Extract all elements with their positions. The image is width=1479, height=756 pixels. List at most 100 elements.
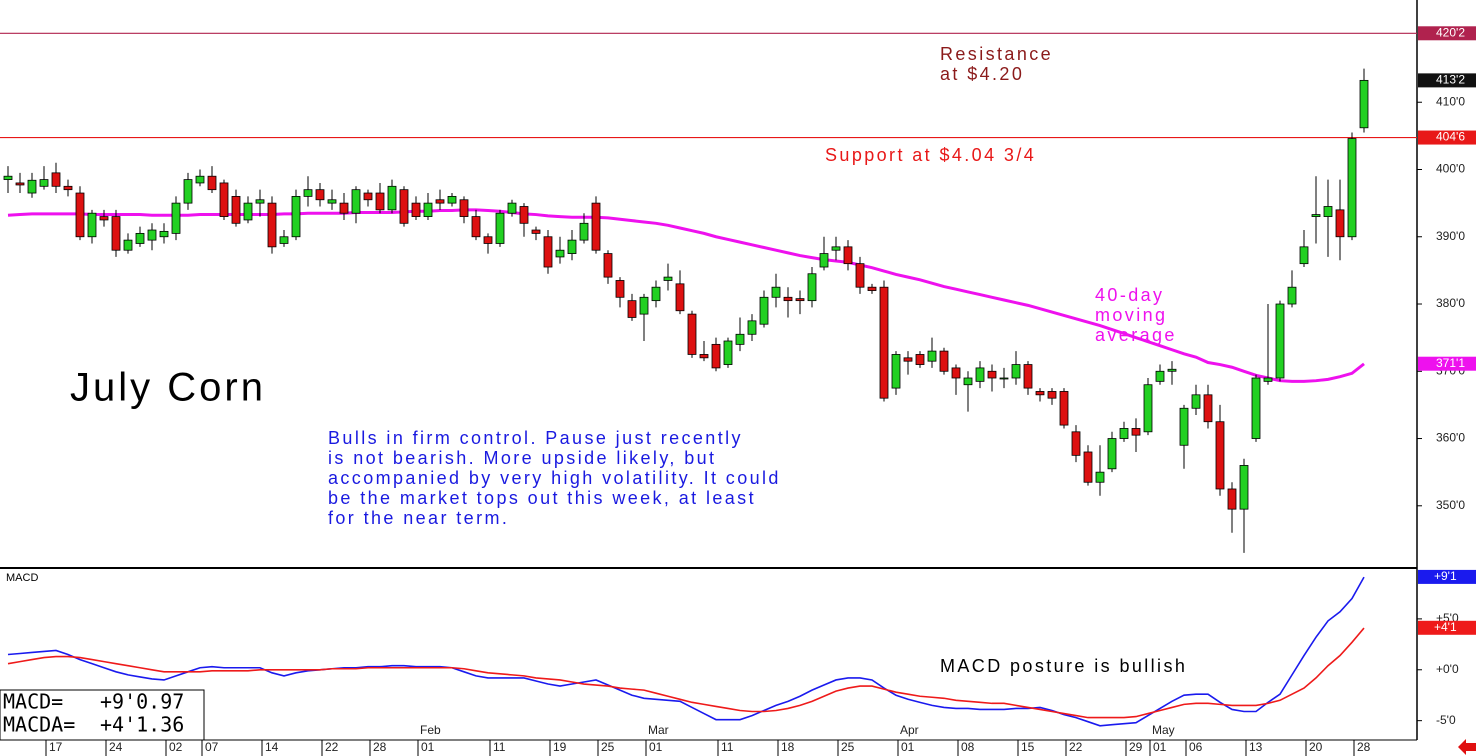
candle-body	[315, 189, 325, 201]
candle-body	[159, 230, 169, 238]
month-label: Mar	[648, 723, 669, 737]
candle-body	[219, 182, 229, 217]
candle-body	[1335, 209, 1345, 238]
candle-body	[387, 185, 397, 211]
candle-body	[123, 239, 133, 251]
x-tick-label: 20	[1309, 740, 1323, 754]
candle-body	[771, 286, 781, 298]
candle-body	[495, 212, 505, 244]
candle-body	[279, 236, 289, 244]
candle-body	[1215, 421, 1225, 490]
candle-body	[39, 179, 49, 187]
candle-body	[1263, 377, 1273, 382]
candle-body	[1083, 451, 1093, 483]
candle-body	[999, 377, 1009, 380]
last-price-label: 413'2	[1436, 73, 1465, 87]
candle-body	[1191, 394, 1201, 409]
candle-body	[723, 340, 733, 365]
readout-box	[0, 689, 205, 741]
candle-body	[195, 175, 205, 184]
candle-body	[1167, 368, 1177, 372]
candle-body	[579, 222, 589, 241]
candle-body	[1323, 206, 1333, 217]
candle-body	[759, 296, 769, 325]
end-label: +9'1	[1434, 569, 1457, 583]
candle-body	[891, 354, 901, 389]
y-tick-label: 380'0	[1436, 296, 1465, 310]
y-tick-label: 350'0	[1436, 498, 1465, 512]
candle-body	[27, 179, 37, 194]
x-tick-label: 15	[1021, 740, 1035, 754]
candle-body	[183, 179, 193, 204]
candle-body	[1023, 364, 1033, 389]
candle-body	[603, 253, 613, 278]
x-tick-label: 11	[721, 740, 734, 754]
candle-body	[903, 357, 913, 362]
candle-body	[1347, 138, 1357, 238]
readout-value: +4'1.36	[100, 713, 184, 737]
candle-body	[747, 320, 757, 335]
candle-body	[447, 195, 457, 204]
candle-body	[339, 202, 349, 214]
x-tick-label: 29	[1129, 740, 1143, 754]
candle-body	[291, 195, 301, 238]
macd-line	[7, 576, 1365, 727]
candle-body	[639, 296, 649, 315]
candle-body	[1059, 391, 1069, 426]
candle-body	[855, 263, 865, 288]
candle-body	[147, 229, 157, 241]
candle-body	[1299, 246, 1309, 265]
x-tick-label: 22	[1069, 740, 1083, 754]
macd-note: MACD posture is bullish	[940, 656, 1187, 676]
candle-body	[831, 246, 841, 251]
candle-body	[591, 202, 601, 251]
candle-body	[555, 249, 565, 258]
month-label: Feb	[420, 723, 441, 737]
support-note: Support at $4.04 3/4	[825, 145, 1036, 165]
candle-body	[843, 246, 853, 265]
candle-body	[867, 286, 877, 291]
candle-body	[795, 298, 805, 302]
candle-body	[99, 216, 109, 221]
candle-body	[711, 343, 721, 369]
candle-body	[699, 354, 709, 359]
level-label: 420'2	[1436, 25, 1465, 39]
candle-body	[459, 199, 469, 217]
candle-body	[1155, 370, 1165, 382]
comment-note: for the near term.	[328, 508, 509, 528]
candle-body	[975, 367, 985, 382]
candle-body	[1095, 471, 1105, 483]
comment-note: be the market tops out this week, at lea…	[328, 488, 756, 508]
candle-body	[687, 313, 697, 355]
y-tick-label: 390'0	[1436, 229, 1465, 243]
level-box	[1418, 130, 1476, 145]
candle-body	[651, 286, 661, 302]
ma-note: average	[1095, 325, 1177, 345]
comment-note: accompanied by very high volatility. It …	[328, 468, 781, 488]
end-box	[1418, 620, 1476, 635]
pane-title: MACD	[6, 572, 38, 584]
x-tick-label: 01	[649, 740, 663, 754]
x-tick-label: 13	[1249, 740, 1263, 754]
candle-body	[1035, 391, 1045, 396]
readout-value: +9'0.97	[100, 690, 184, 714]
scroll-arrow[interactable]	[1458, 739, 1476, 755]
level-label: 404'6	[1436, 130, 1465, 144]
candle-body	[915, 354, 925, 365]
candle-body	[963, 377, 973, 386]
x-tick-label: 17	[49, 740, 63, 754]
x-tick-label: 01	[421, 740, 435, 754]
candle-body	[1359, 79, 1369, 129]
candle-body	[627, 300, 637, 318]
last-price-box	[1418, 73, 1476, 88]
candle-body	[735, 333, 745, 345]
x-tick-label: 25	[841, 740, 855, 754]
x-tick-label: 01	[901, 740, 915, 754]
candle-body	[531, 229, 541, 234]
x-tick-label: 06	[1189, 740, 1203, 754]
candle-body	[411, 202, 421, 217]
candle-body	[483, 236, 493, 244]
level-box	[1418, 26, 1476, 41]
